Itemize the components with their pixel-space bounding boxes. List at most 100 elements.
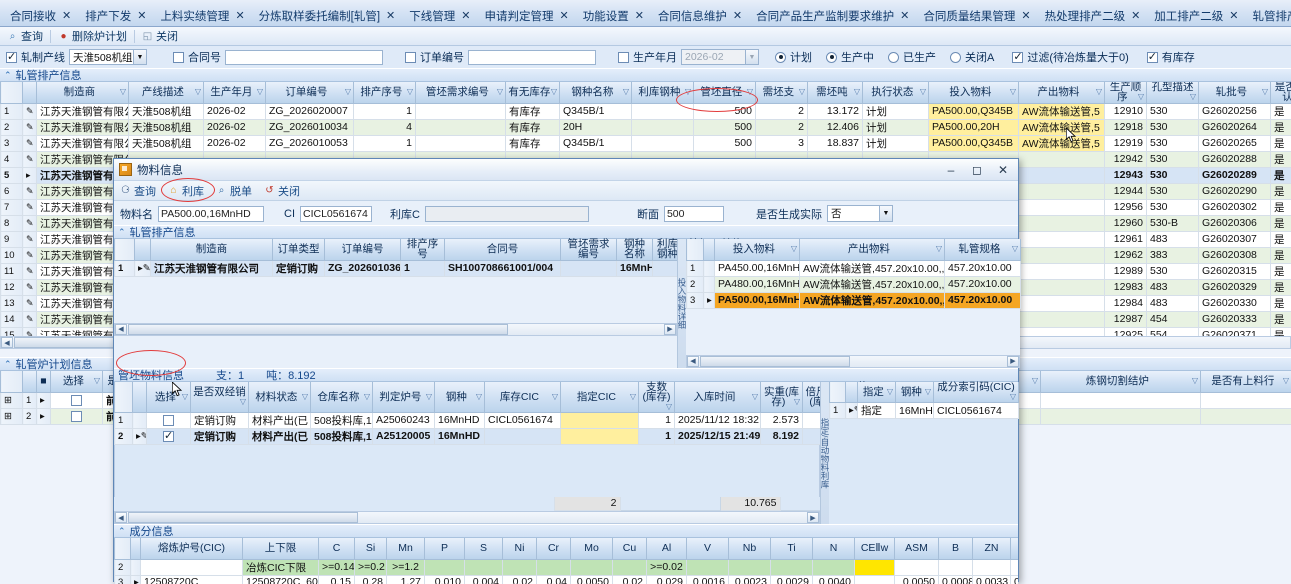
column-header[interactable]: Al (646, 538, 687, 560)
tab-close-icon[interactable]: ✕ (62, 10, 72, 22)
yearmonth-checkbox[interactable] (618, 51, 629, 63)
tab-10[interactable]: 热处理排产二级 ✕ (1037, 4, 1147, 26)
column-header[interactable]: 需坯吨 ▽ (807, 82, 863, 104)
filter-icon[interactable]: ▽ (1009, 391, 1016, 401)
filter-icon[interactable]: ▽ (798, 87, 805, 97)
filter-icon[interactable]: ▽ (1191, 376, 1198, 386)
column-header[interactable] (134, 239, 151, 261)
column-header[interactable]: Cu (612, 538, 647, 560)
column-header[interactable] (114, 381, 133, 413)
column-header[interactable] (0, 371, 23, 393)
radio-plan[interactable] (775, 51, 786, 63)
column-header[interactable]: 制造商 (150, 239, 273, 261)
dialog-warehouse-button[interactable]: ⌂ 利库 (162, 182, 210, 200)
section-input[interactable]: 500 (663, 205, 724, 222)
tab-close-icon[interactable]: ✕ (732, 10, 743, 22)
column-header[interactable]: ■ (36, 371, 51, 393)
column-header[interactable] (703, 239, 715, 261)
column-header[interactable]: 支数(库存) ▽ (638, 381, 675, 413)
material-name-input[interactable]: PA500.00,16MnHD (158, 205, 264, 222)
tab-6[interactable]: 功能设置 ✕ (575, 4, 650, 26)
row-checkbox[interactable] (146, 428, 191, 445)
column-header[interactable]: 订单编号 (324, 239, 401, 261)
table-row[interactable]: 1 ▸✎ 江苏天淮钢管有限公司 定销订购 ZG_2026010365 1 SH1007086… (114, 260, 747, 277)
billet-material-grid[interactable]: 选择 ▽ 是否双经销 ▽ 材料状态 ▽ 仓库名称 ▽ 判定炉号 ▽ 钢种 ▽ 库存CIC ▽ 指定CIC ▽ 支… (114, 381, 875, 445)
order-input[interactable] (468, 49, 596, 65)
tab-close-icon[interactable]: ✕ (1131, 10, 1141, 22)
column-header[interactable]: 排产序号 (400, 239, 445, 261)
tab-8[interactable]: 合同产品生产监制要求维护 ✕ (748, 4, 915, 26)
column-header[interactable]: 产线描述 ▽ (128, 82, 204, 104)
radio-produced[interactable] (888, 51, 899, 63)
maximize-button[interactable]: ◻ (972, 162, 982, 177)
filter-icon[interactable]: ▽ (425, 391, 432, 401)
checkbox[interactable] (163, 429, 174, 442)
toolbar-delete-button[interactable]: ● 删除炉计划 (51, 27, 134, 45)
column-header[interactable]: 判定炉号 ▽ (372, 381, 435, 413)
column-header[interactable]: 产出物料 ▽ (799, 239, 945, 261)
table-row[interactable]: 2 PA480.00,16MnHDAW流体输送管,457.20x10.00,,16… (686, 276, 1021, 293)
column-header[interactable]: 产出物料 ▽ (1018, 82, 1105, 104)
collapse-icon[interactable]: ⌃ (4, 69, 12, 80)
column-header[interactable] (22, 82, 37, 104)
rollingline-select[interactable]: 天淮508机组 ▼ (69, 49, 147, 65)
column-header[interactable] (0, 82, 23, 104)
plan-scroll-left-icon[interactable]: ◀ (115, 323, 127, 335)
tab-2[interactable]: 上料实绩管理 ✕ (152, 4, 250, 26)
collapse-icon-3[interactable]: ⌃ (118, 226, 126, 237)
filter-icon[interactable]: ▽ (1095, 87, 1102, 97)
row-checkbox[interactable] (50, 392, 103, 409)
filter-icon[interactable]: ▽ (1282, 376, 1289, 386)
filter-icon[interactable]: ▽ (853, 87, 860, 97)
dialog-unbind-button[interactable]: ⌕ 脱单 (210, 182, 258, 200)
column-header[interactable]: 轧管规格 ▽ (944, 239, 1021, 261)
plan-hscroll-thumb[interactable] (128, 323, 508, 335)
checkbox[interactable] (71, 394, 82, 406)
column-header[interactable]: Nb (728, 538, 771, 560)
filter-icon[interactable]: ▽ (363, 391, 370, 401)
column-header[interactable]: 成分索引码(CIC) ▽ (933, 381, 1019, 403)
column-header[interactable]: 利库钢种 ▽ (631, 82, 694, 104)
column-header[interactable]: 炼钢切割结炉 ▽ (1040, 371, 1201, 393)
column-header[interactable]: 管坯直径 ▽ (693, 82, 756, 104)
tab-9[interactable]: 合同质量结果管理 ✕ (915, 4, 1036, 26)
collapse-icon-4[interactable]: ⌃ (118, 525, 126, 536)
filter-icon[interactable]: ▽ (665, 401, 672, 411)
table-row[interactable]: 2 ✎ 江苏天淮钢管有限公 天淮508机组 2026-02 ZG_2026010034 4 有… (0, 119, 1291, 136)
column-header[interactable]: 投入物料 ▽ (714, 239, 800, 261)
has-stock-checkbox[interactable] (1146, 50, 1158, 63)
composition-grid[interactable]: 熔炼炉号(CIC) 上下限 C Si Mn P S Ni Cr Mo Cu Al V Nb Ti N CEⅡw A… (114, 538, 1018, 584)
tab-1[interactable]: 排产下发 ✕ (77, 4, 152, 26)
scroll-left-icon[interactable]: ◀ (1, 337, 13, 348)
filter-icon[interactable]: ▽ (684, 87, 691, 97)
column-header[interactable]: 库存CIC ▽ (484, 381, 561, 413)
column-header[interactable]: Ni (502, 538, 537, 560)
column-header[interactable]: CEⅡw (854, 538, 895, 560)
column-header[interactable]: ASM (894, 538, 939, 560)
tab-close-icon[interactable]: ✕ (235, 10, 245, 22)
tab-11[interactable]: 加工排产二级 ✕ (1146, 4, 1244, 26)
column-header[interactable]: 是否双经销 ▽ (190, 381, 249, 413)
filter-icon[interactable]: ▽ (886, 386, 893, 396)
column-header[interactable]: 钢种名称 ▽ (559, 82, 632, 104)
column-header[interactable]: 仓库名称 ▽ (310, 381, 373, 413)
tab-close-icon[interactable]: ✕ (386, 10, 396, 22)
tab-close-icon[interactable]: ✕ (634, 10, 644, 22)
column-header[interactable]: 入库时间 ▽ (674, 381, 761, 413)
filter-icon[interactable]: ▽ (751, 391, 758, 401)
column-header[interactable]: 订单编号 ▽ (265, 82, 354, 104)
filter-icon[interactable]: ▽ (1189, 92, 1196, 102)
column-header[interactable]: 指定 ▽ (857, 381, 896, 403)
io-panel-side-tab[interactable]: 投入物料详细 (677, 239, 687, 368)
filter-icon[interactable]: ▽ (239, 396, 246, 406)
filter-icon[interactable]: ▽ (551, 391, 558, 401)
column-header[interactable]: 利库钢种 (652, 239, 683, 261)
toolbar-close-button[interactable]: ◱ 关闭 (135, 27, 185, 45)
filter-smelt-checkbox[interactable] (1012, 50, 1024, 63)
tab-0[interactable]: 合同接收 ✕ (2, 4, 77, 26)
filter-icon[interactable]: ▽ (790, 244, 797, 254)
column-header[interactable]: 孔型描述 ▽ (1146, 82, 1199, 104)
plan-grid-hscroll[interactable]: ◀ ▶ (114, 322, 677, 336)
filter-icon[interactable]: ▽ (924, 386, 931, 396)
dialog-material-io-grid[interactable]: 投入物料 ▽ 产出物料 ▽ 轧管规格 ▽ 1 PA450.00,16MnHD AW流体输送管,… (686, 239, 1021, 309)
